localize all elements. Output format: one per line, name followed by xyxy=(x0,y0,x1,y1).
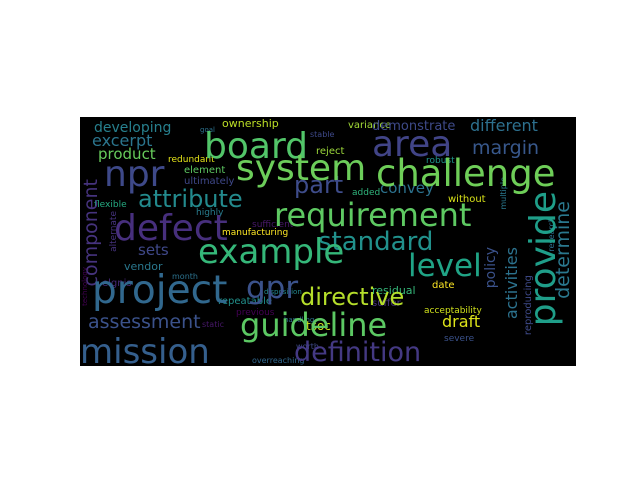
word: sets xyxy=(138,241,169,259)
word: project xyxy=(92,268,228,313)
word: highly xyxy=(196,208,224,218)
word: redundant xyxy=(168,155,215,165)
word: demonstrate xyxy=(372,119,456,134)
word: different xyxy=(470,117,538,135)
word: directive xyxy=(300,283,405,311)
word: sufficient xyxy=(252,220,294,230)
word: without xyxy=(448,194,486,205)
word: elgnis xyxy=(102,278,132,289)
word: element xyxy=(184,165,226,176)
word: product xyxy=(98,145,156,163)
word: draft xyxy=(442,312,481,331)
word: excerpt xyxy=(92,131,153,150)
word: board xyxy=(204,126,308,167)
word: handling xyxy=(284,316,315,324)
word: convey xyxy=(380,179,434,197)
word: ultimately xyxy=(184,176,235,187)
word: stable xyxy=(310,130,335,139)
word: level xyxy=(408,248,482,284)
word: vendor xyxy=(124,260,163,273)
word: flexible xyxy=(94,200,127,210)
word: part xyxy=(294,171,344,199)
word: defect xyxy=(114,208,228,249)
word: disposition xyxy=(264,288,302,296)
word: margin xyxy=(472,137,540,159)
word: gpr xyxy=(246,270,299,306)
word: suffer xyxy=(372,298,401,309)
word: ownership xyxy=(222,117,279,130)
word: activities xyxy=(502,247,521,320)
word: requirement xyxy=(274,196,472,234)
word: date xyxy=(432,280,455,291)
word: variance xyxy=(348,120,392,131)
word: month xyxy=(172,272,198,281)
word: npr xyxy=(104,154,165,195)
word: goal xyxy=(200,126,215,134)
word: policy xyxy=(483,247,499,289)
word: area xyxy=(372,124,453,165)
word: challenge xyxy=(376,152,556,195)
word: standard xyxy=(318,227,434,257)
word: reject xyxy=(316,146,345,157)
word: severe xyxy=(444,334,475,344)
word: tsoc xyxy=(306,319,331,333)
word-cloud: goal stable variance robust added multip… xyxy=(80,117,576,366)
word: worth xyxy=(296,342,319,351)
word: definition xyxy=(294,337,422,366)
word: provide xyxy=(523,191,564,327)
word: acceptability xyxy=(424,306,482,316)
word: example xyxy=(198,232,345,272)
word: overreaching xyxy=(252,356,305,365)
word: attribute xyxy=(138,185,243,213)
word: developing xyxy=(94,120,172,136)
word: added xyxy=(352,188,381,198)
word: previous xyxy=(236,308,275,318)
word: assessment xyxy=(88,311,201,333)
word: static xyxy=(202,320,224,329)
word: mission xyxy=(80,332,210,366)
word: robust xyxy=(426,156,455,166)
word: residual xyxy=(372,284,416,297)
word: guideline xyxy=(240,306,388,344)
word: system xyxy=(236,148,367,189)
word: manufacturing xyxy=(222,228,289,238)
word: repeatable xyxy=(218,296,272,307)
